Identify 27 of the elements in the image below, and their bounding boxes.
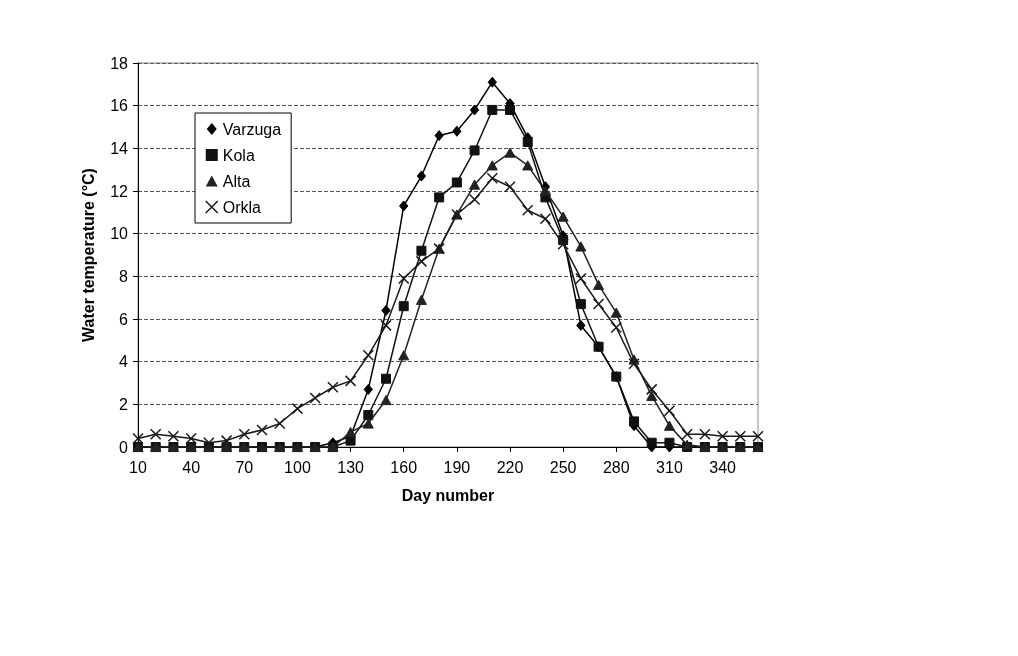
x-tick-label: 340 xyxy=(709,458,737,476)
x-tick-label: 130 xyxy=(337,458,365,476)
x-axis-title: Day number xyxy=(401,486,495,504)
x-tick-label: 190 xyxy=(443,458,471,476)
legend-label: Orkla xyxy=(222,198,262,216)
y-tick-label: 16 xyxy=(110,97,129,115)
y-tick-label: 18 xyxy=(110,54,129,72)
x-tick-label: 310 xyxy=(656,458,683,476)
x-tick-label: 160 xyxy=(390,458,418,476)
legend-label: Varzuga xyxy=(222,120,282,138)
y-tick-label: 2 xyxy=(119,395,129,413)
y-axis-title: Water temperature (°C) xyxy=(79,168,97,342)
y-tick-label: 8 xyxy=(119,267,129,285)
y-tick-label: 0 xyxy=(119,438,129,456)
x-tick-label: 100 xyxy=(284,458,311,476)
y-tick-label: 10 xyxy=(110,225,129,243)
x-tick-label: 250 xyxy=(549,458,577,476)
legend-label: Alta xyxy=(222,172,251,190)
x-tick-label: 280 xyxy=(602,458,630,476)
y-tick-label: 4 xyxy=(119,353,129,371)
x-tick-label: 40 xyxy=(182,458,201,476)
x-tick-label: 70 xyxy=(235,458,254,476)
legend-label: Kola xyxy=(222,146,255,164)
y-tick-label: 12 xyxy=(110,182,129,200)
y-tick-label: 14 xyxy=(110,139,129,157)
x-tick-label: 220 xyxy=(496,458,524,476)
y-tick-label: 6 xyxy=(119,310,129,328)
